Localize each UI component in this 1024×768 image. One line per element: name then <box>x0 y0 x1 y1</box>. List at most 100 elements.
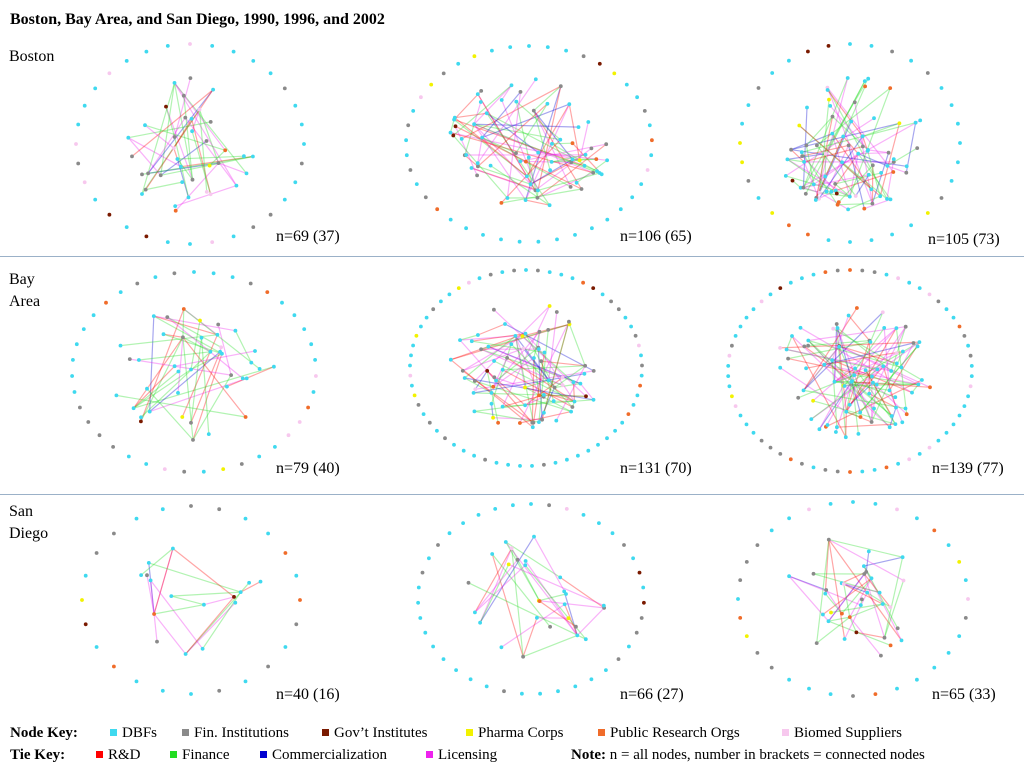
tie-line <box>863 573 891 608</box>
tie-line <box>805 145 815 185</box>
tie-line <box>176 158 193 181</box>
tie-line <box>800 327 913 394</box>
network-node <box>641 585 646 590</box>
network-node <box>944 307 949 312</box>
node-key-label: Gov’t Institutes <box>334 725 428 741</box>
network-node <box>139 415 143 420</box>
network-node <box>539 359 544 364</box>
tie-line <box>810 368 878 420</box>
network-node <box>134 679 139 684</box>
tie-line <box>459 334 479 341</box>
tie-line <box>524 386 575 403</box>
network-node <box>546 378 551 383</box>
network-node <box>423 195 428 200</box>
tie-line <box>473 84 512 125</box>
tie-line <box>177 337 184 393</box>
tie-line <box>522 634 578 658</box>
tie-line <box>504 323 594 372</box>
tie-line <box>871 152 890 204</box>
network-node <box>134 516 139 521</box>
network-node <box>897 121 902 126</box>
network-node <box>570 141 575 146</box>
tie-line <box>828 571 867 622</box>
tie-line <box>183 308 260 370</box>
network-node <box>806 49 810 54</box>
tie-line <box>190 353 223 371</box>
tie-line <box>849 603 883 618</box>
network-node <box>164 104 168 109</box>
tie-line <box>502 365 586 371</box>
tie-line <box>572 382 576 402</box>
network-node <box>951 315 956 320</box>
network-node <box>171 546 175 551</box>
network-node <box>645 168 650 172</box>
network-node <box>917 340 922 344</box>
network-node <box>520 691 524 696</box>
network-node <box>770 211 775 215</box>
network-node <box>589 146 594 151</box>
tie-line <box>788 575 827 591</box>
tie-line <box>519 321 570 424</box>
tie-key-item: Finance <box>170 747 229 764</box>
network-node <box>476 164 480 169</box>
network-node <box>191 438 195 442</box>
network-node <box>268 71 273 76</box>
network-node <box>293 103 298 108</box>
network-node <box>531 420 536 425</box>
network-node <box>183 652 188 656</box>
network-node <box>480 135 484 140</box>
network-node <box>189 504 193 508</box>
network-node <box>503 322 507 326</box>
network-node <box>503 540 508 544</box>
tie-line <box>785 175 836 192</box>
network-node <box>798 325 803 330</box>
tie-line <box>819 121 852 193</box>
network-node <box>804 366 808 371</box>
tie-line <box>525 560 578 636</box>
network-node <box>904 412 909 417</box>
network-node <box>966 343 970 348</box>
network-node <box>554 418 559 423</box>
tie-line <box>524 396 544 406</box>
tie-line <box>128 121 211 139</box>
network-node <box>172 81 177 85</box>
network-panel-bay-area-1996 <box>404 264 648 472</box>
network-node <box>448 130 453 135</box>
network-node <box>189 116 194 121</box>
network-node <box>431 644 435 649</box>
tie-line <box>867 149 889 154</box>
network-node <box>183 115 188 120</box>
network-node <box>634 630 639 635</box>
network-node <box>500 404 505 409</box>
network-node <box>804 143 809 148</box>
tie-line <box>541 321 570 420</box>
tie-line <box>858 152 889 155</box>
tie-line <box>834 381 890 391</box>
network-node <box>567 319 571 324</box>
network-node <box>542 393 546 397</box>
network-node <box>778 346 782 350</box>
tie-line <box>843 382 874 387</box>
network-node <box>492 359 496 363</box>
network-node <box>464 153 469 157</box>
network-node <box>409 353 413 358</box>
network-node <box>188 242 192 246</box>
network-node <box>817 427 822 432</box>
network-node <box>966 597 970 601</box>
network-node <box>179 164 183 169</box>
network-node <box>443 436 447 441</box>
tie-line <box>539 600 577 628</box>
network-panel-san-diego-2002 <box>732 496 974 702</box>
network-node <box>448 217 453 222</box>
network-node <box>630 195 635 200</box>
tie-line <box>803 311 884 391</box>
tie-line <box>185 582 250 655</box>
network-node <box>161 332 166 337</box>
network-node <box>524 268 528 272</box>
network-node <box>613 428 617 433</box>
tie-line <box>160 82 176 176</box>
network-node <box>581 513 586 517</box>
network-graph <box>74 42 306 246</box>
network-node <box>206 432 211 436</box>
network-node <box>946 651 951 655</box>
